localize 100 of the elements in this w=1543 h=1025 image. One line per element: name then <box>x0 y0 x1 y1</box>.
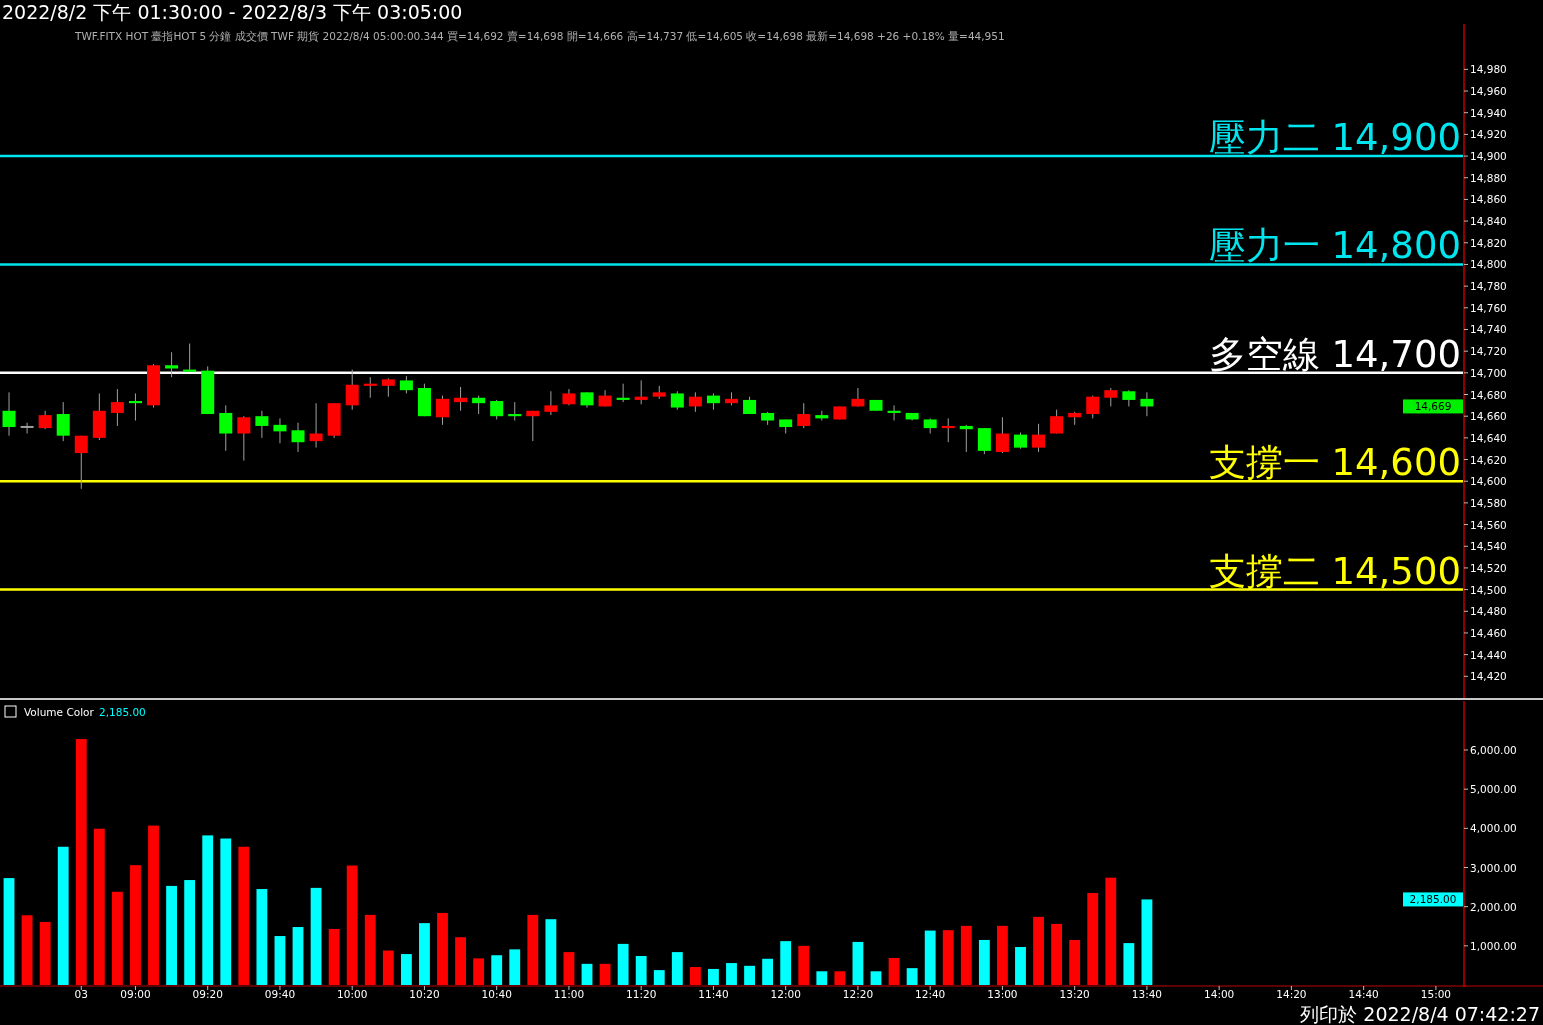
annotation: 2,185.00 <box>1409 893 1457 906</box>
y-tick-label: 14,640 <box>1470 431 1507 444</box>
bar <box>274 936 286 985</box>
bar <box>256 889 268 985</box>
bar <box>21 915 33 985</box>
ref-line-label: 壓力二 14,900 <box>1208 116 1461 160</box>
x-tick-label: 09:40 <box>264 988 296 1000</box>
y-tick-label: 14,940 <box>1470 106 1507 119</box>
bar <box>689 966 701 985</box>
x-tick-label: 13:40 <box>1131 988 1163 1000</box>
bar <box>455 937 466 985</box>
bar <box>1051 923 1063 985</box>
y-tick-label: 6,000.00 <box>1470 744 1517 756</box>
y-tick-label: 14,960 <box>1470 85 1507 98</box>
y-tick-label: 14,540 <box>1470 540 1507 553</box>
y-tick-label: 2,000.00 <box>1470 900 1517 913</box>
bar <box>292 927 304 985</box>
bar <box>1015 947 1026 985</box>
y-tick-label: 14,780 <box>1470 280 1507 293</box>
y-tick-label: 1,000.00 <box>1470 939 1517 952</box>
y-tick-label: 14,620 <box>1470 453 1507 466</box>
bar <box>328 928 340 985</box>
bar <box>834 971 846 985</box>
bar <box>635 956 647 985</box>
y-tick-label: 14,880 <box>1470 171 1507 184</box>
y-tick-label: 14,760 <box>1470 301 1507 314</box>
x-tick-label: 10:20 <box>409 988 440 1000</box>
x-tick-label: 03 <box>74 988 88 1000</box>
bar <box>93 828 105 985</box>
bar <box>509 949 521 985</box>
y-tick-label: 14,420 <box>1470 670 1507 683</box>
ref-line-label: 壓力一 14,800 <box>1208 224 1461 268</box>
y-tick-label: 5,000.00 <box>1470 783 1517 796</box>
chart-title: 2022/8/2 下午 01:30:00 - 2022/8/3 下午 03:05:00 <box>2 1 463 23</box>
bar <box>238 846 250 985</box>
y-tick-label: 14,900 <box>1470 150 1507 163</box>
bar <box>924 930 936 985</box>
y-tick-label: 14,440 <box>1470 648 1507 661</box>
bar <box>708 968 719 985</box>
bar <box>202 835 214 985</box>
bar <box>816 971 828 985</box>
bar <box>1123 943 1135 985</box>
x-tick-label: 09:00 <box>120 988 151 1000</box>
y-tick-label: 14,840 <box>1470 215 1507 228</box>
bar <box>906 968 918 985</box>
bar <box>762 958 774 985</box>
y-tick-label: 14,920 <box>1470 128 1507 141</box>
bar <box>1033 916 1044 985</box>
annotation: Volume Color <box>24 706 95 718</box>
bar <box>57 846 69 985</box>
y-tick-label: 14,500 <box>1470 583 1507 596</box>
x-tick-label: 14:40 <box>1348 988 1379 1000</box>
bar <box>617 943 629 985</box>
x-tick-label: 13:20 <box>1059 988 1090 1000</box>
y-tick-label: 14,680 <box>1470 388 1507 401</box>
bar <box>364 914 376 985</box>
bar <box>491 955 503 985</box>
x-tick-label: 11:00 <box>553 988 585 1000</box>
bar <box>870 971 882 985</box>
bar <box>419 923 430 985</box>
bar <box>437 912 448 985</box>
bar <box>148 825 159 985</box>
bar <box>978 939 990 985</box>
y-tick-label: 14,720 <box>1470 345 1507 358</box>
y-tick-label: 4,000.00 <box>1470 822 1517 835</box>
bar <box>563 952 575 985</box>
y-tick-label: 14,800 <box>1470 258 1507 271</box>
x-tick-label: 10:00 <box>337 988 368 1000</box>
bar <box>310 887 322 985</box>
x-tick-label: 12:40 <box>915 988 946 1000</box>
ref-line-label: 多空線 14,700 <box>1208 332 1461 376</box>
y-tick-label: 14,460 <box>1470 626 1507 639</box>
x-tick-label: 11:20 <box>626 988 657 1000</box>
y-tick-label: 14,520 <box>1470 561 1507 574</box>
y-tick-label: 14,860 <box>1470 193 1507 206</box>
bar <box>3 878 15 985</box>
bar <box>220 838 232 985</box>
y-tick-label: 3,000.00 <box>1470 861 1517 874</box>
bar <box>726 963 737 985</box>
bar <box>1141 899 1153 985</box>
annotation: 14,669 <box>1414 400 1452 413</box>
bar <box>1087 892 1099 985</box>
bar <box>942 930 954 985</box>
bar <box>997 925 1008 985</box>
x-tick-label: 14:20 <box>1276 988 1307 1000</box>
y-tick-label: 14,480 <box>1470 605 1507 618</box>
bar <box>130 865 141 985</box>
bar <box>599 963 611 985</box>
x-tick-label: 12:00 <box>770 988 801 1000</box>
x-tick-label: 09:20 <box>192 988 223 1000</box>
bar <box>473 958 485 985</box>
chart-subtitle: TWF.FITX HOT 臺指HOT 5 分鐘 成交價 TWF 期貨 2022/8/4 05:00:00.344 買=14,692 賣=14,698 開=14,666 高=14,737 低=14,605 收=14,698 最新=14,698 +26 +0.18% 量=44,951 <box>74 30 1005 42</box>
bar <box>400 954 412 985</box>
y-tick-label: 14,980 <box>1470 63 1507 76</box>
bar <box>111 891 123 985</box>
x-tick-label: 10:40 <box>481 988 512 1000</box>
ref-line-label: 支撐二 14,500 <box>1208 549 1461 593</box>
bar <box>581 963 593 985</box>
bar <box>184 880 196 985</box>
bar <box>653 970 665 985</box>
